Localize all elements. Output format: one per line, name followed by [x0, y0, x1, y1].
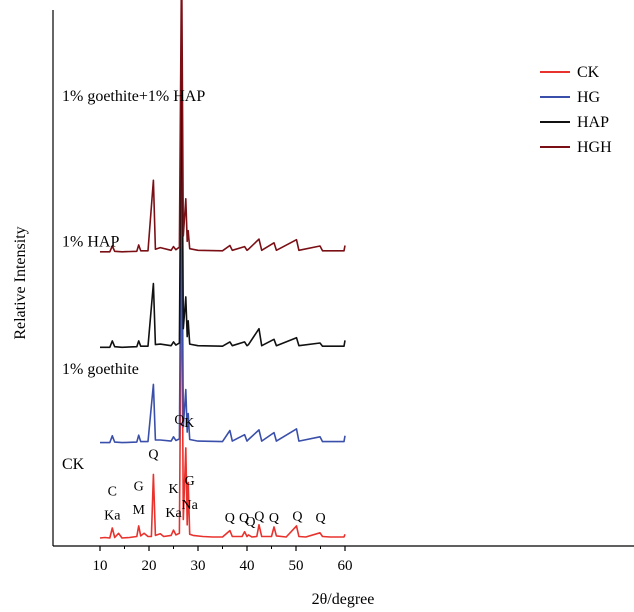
curve-label-hgh: 1% goethite+1% HAP: [62, 88, 205, 105]
series-line-hg: [100, 142, 346, 444]
legend-label-ck: CK: [577, 64, 600, 81]
series-line-ck: [99, 237, 346, 539]
peak-annotation-g: G: [134, 479, 144, 494]
curve-label-hg: 1% goethite: [62, 361, 139, 378]
legend-label-hg: HG: [577, 89, 601, 106]
peak-annotation-q: Q: [269, 511, 279, 526]
x-ticks: 10 20 30 40 50 60: [93, 546, 353, 574]
legend-label-hgh: HGH: [577, 139, 612, 156]
y-axis-label: Relative Intensity: [12, 226, 29, 339]
series-line-hgh: [100, 0, 346, 253]
axes: [52, 10, 634, 547]
peak-annotation-m: M: [132, 503, 145, 518]
peak-annotation-k: K: [168, 482, 178, 497]
curve-label-group: CK 1% goethite 1% HAP 1% goethite+1% HAP: [62, 88, 205, 473]
peak-annotation-ka: Ka: [165, 506, 182, 521]
x-axis-label: 2θ/degree: [312, 591, 375, 608]
curve-label-hap: 1% HAP: [62, 234, 119, 251]
peak-annotation-q: Q: [315, 511, 325, 526]
peak-annotation-q: Q: [254, 510, 264, 525]
series-line-hap: [100, 44, 346, 349]
x-tick-label-40: 40: [240, 558, 255, 574]
curve-label-ck: CK: [62, 456, 85, 473]
peak-annotation-c: C: [108, 485, 117, 500]
x-tick-label-30: 30: [191, 558, 206, 574]
x-tick-label-20: 20: [142, 558, 157, 574]
peak-annotation-q: Q: [174, 413, 184, 428]
peak-annotation-q: Q: [245, 515, 255, 530]
series-group: [99, 0, 346, 539]
x-tick-label-50: 50: [289, 558, 304, 574]
peak-annotation-na: Na: [182, 498, 199, 513]
x-tick-label-10: 10: [93, 558, 108, 574]
peak-annotation-q: Q: [148, 448, 158, 463]
legend-label-hap: HAP: [577, 114, 609, 131]
legend: CK HG HAP HGH: [540, 64, 612, 156]
peak-annotation-q: Q: [239, 511, 249, 526]
peak-annotation-k: K: [184, 416, 194, 431]
peak-annotation-q: Q: [292, 510, 302, 525]
peak-annotation-ka: Ka: [104, 509, 121, 524]
peak-annotation-q: Q: [225, 511, 235, 526]
peak-annotation-g: G: [185, 474, 195, 489]
x-tick-label-60: 60: [338, 558, 353, 574]
